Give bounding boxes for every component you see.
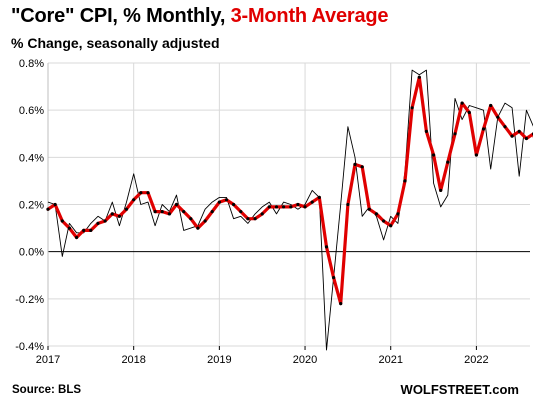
average-point-marker — [160, 210, 164, 214]
x-tick-label: 2019 — [207, 354, 231, 366]
y-tick-label: 0.0% — [19, 247, 44, 259]
x-tick-label: 2017 — [36, 354, 60, 366]
brand-watermark: WOLFSTREET.com — [400, 382, 519, 397]
average-point-marker — [60, 219, 64, 223]
average-point-marker — [96, 221, 100, 225]
average-point-marker — [439, 188, 443, 192]
average-point-marker — [82, 228, 86, 232]
average-point-marker — [403, 179, 407, 183]
average-point-marker — [75, 235, 79, 240]
average-point-marker — [474, 153, 478, 157]
title-accent: 3-Month Average — [230, 5, 389, 27]
average-point-marker — [324, 245, 329, 249]
average-point-marker — [196, 226, 200, 230]
y-tick-label: 0.6% — [19, 105, 44, 117]
average-point-marker — [46, 207, 50, 211]
average-point-marker — [246, 217, 250, 221]
average-point-marker — [339, 302, 343, 306]
average-point-marker — [303, 205, 307, 209]
average-point-marker — [289, 205, 293, 209]
average-point-marker — [417, 75, 421, 79]
average-point-marker — [296, 202, 300, 207]
chart-title: "Core" CPI, % Monthly, 3-Month Average — [11, 4, 389, 28]
average-point-marker — [282, 205, 286, 209]
average-point-marker — [67, 226, 71, 230]
average-point-marker — [239, 210, 243, 214]
average-point-marker — [460, 101, 464, 105]
series-layer — [46, 69, 533, 351]
average-point-marker — [432, 153, 436, 157]
y-tick-label: 0.2% — [19, 200, 44, 212]
average-point-marker — [53, 202, 57, 207]
average-point-marker — [189, 217, 193, 221]
y-tick-label: -0.2% — [15, 294, 44, 306]
average-point-marker — [124, 207, 129, 211]
average-point-marker — [424, 129, 428, 133]
average-point-marker — [374, 212, 378, 216]
title-prefix: "Core" CPI, % Monthly, — [11, 5, 231, 27]
average-point-marker — [389, 224, 393, 228]
average-point-marker — [353, 162, 357, 166]
source-note: Source: BLS — [12, 384, 82, 396]
average-point-marker — [453, 132, 457, 136]
average-point-marker — [89, 228, 93, 232]
y-tick-label: 0.8% — [19, 58, 44, 70]
average-point-marker — [396, 212, 400, 216]
three-month-average-line — [46, 75, 533, 306]
average-point-marker — [117, 214, 121, 218]
average-point-marker — [110, 212, 114, 216]
average-point-marker — [310, 200, 314, 204]
chart-subtitle: % Change, seasonally adjusted — [11, 35, 220, 51]
x-tick-label: 2018 — [121, 354, 145, 366]
average-point-marker — [317, 195, 321, 199]
average-point-marker — [153, 210, 157, 214]
average-point-marker — [174, 202, 179, 207]
average-point-marker — [489, 103, 493, 108]
y-tick-label: -0.4% — [15, 341, 44, 353]
average-point-marker — [260, 212, 264, 216]
x-tick-label: 2022 — [464, 354, 488, 366]
x-tick-label: 2021 — [378, 354, 402, 366]
average-point-marker — [410, 106, 414, 110]
average-point-marker — [332, 276, 336, 280]
average-point-marker — [517, 129, 521, 133]
average-point-marker — [510, 134, 514, 138]
average-point-marker — [217, 200, 221, 204]
average-point-marker — [210, 210, 214, 214]
average-point-marker — [146, 191, 150, 195]
axis-lines — [47, 63, 530, 350]
average-point-marker — [182, 210, 186, 214]
tick-labels: -0.4% -0.2% 0.0% 0.2% 0.4% 0.6% 0.8% 2017 2018 20… — [15, 58, 488, 366]
average-point-marker — [167, 212, 171, 216]
average-point-marker — [253, 217, 257, 221]
average-point-marker — [132, 198, 136, 202]
average-point-marker — [103, 219, 107, 223]
average-point-marker — [481, 127, 486, 131]
average-point-marker — [346, 202, 350, 207]
average-point-marker — [367, 207, 371, 211]
average-point-marker — [524, 136, 529, 141]
average-point-marker — [467, 110, 471, 115]
average-point-marker — [360, 165, 364, 169]
average-point-marker — [496, 115, 500, 119]
average-point-marker — [503, 125, 507, 129]
average-point-marker — [203, 219, 207, 223]
y-tick-label: 0.4% — [19, 152, 44, 164]
average-point-marker — [139, 191, 143, 195]
average-point-marker — [274, 205, 279, 209]
average-point-marker — [382, 219, 386, 223]
x-tick-label: 2020 — [293, 354, 317, 366]
average-point-marker — [224, 198, 229, 202]
average-point-marker — [232, 202, 236, 207]
average-point-marker — [267, 205, 271, 209]
average-point-marker — [446, 160, 450, 164]
